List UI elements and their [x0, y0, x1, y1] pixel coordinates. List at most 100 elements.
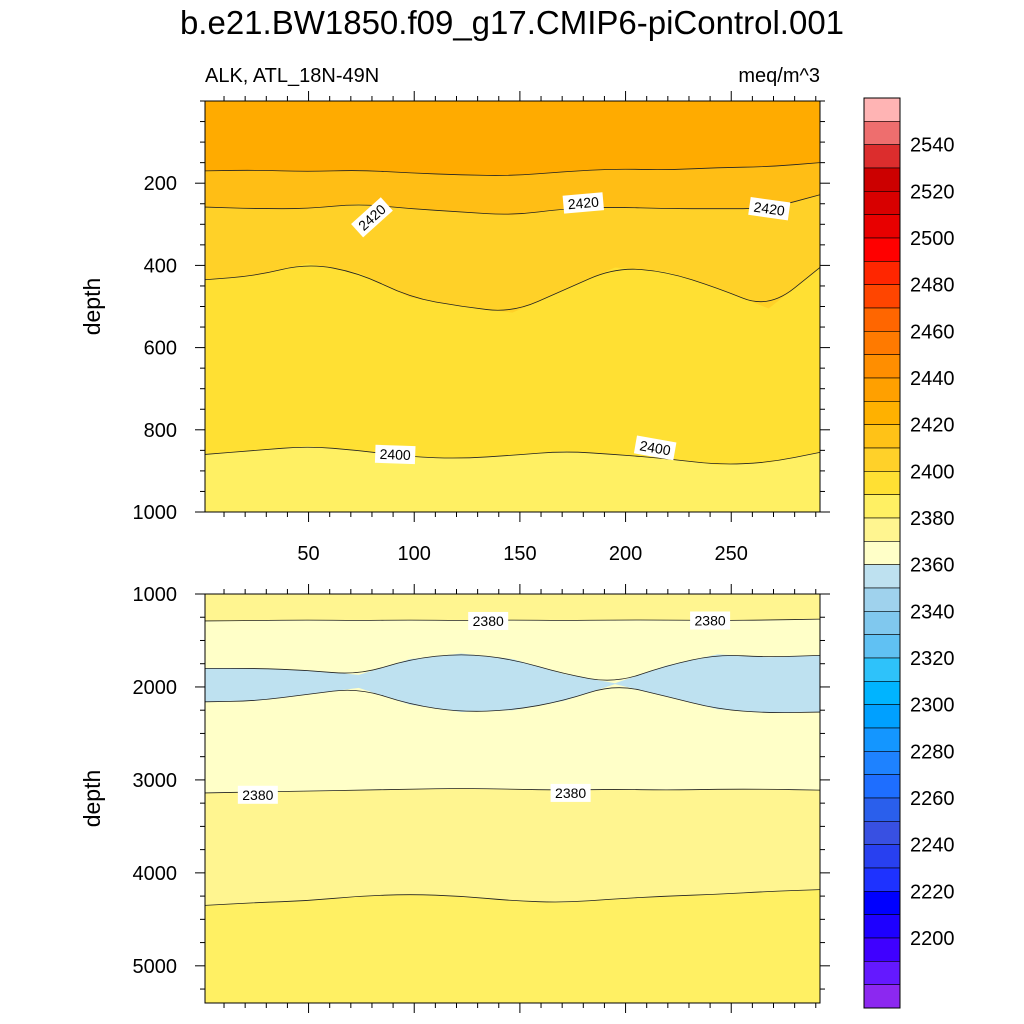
colorbar-swatch [863, 447, 901, 472]
contour-band [205, 446, 820, 512]
contour-label: 2420 [748, 196, 791, 221]
colorbar-label: 2420 [910, 415, 955, 437]
colorbar-swatch [863, 97, 901, 122]
colorbar-label: 2460 [910, 321, 955, 343]
colorbar-label: 2500 [910, 228, 955, 250]
contour-label: 2400 [374, 444, 416, 465]
contour-line [204, 889, 821, 906]
contour-label-text: 2380 [473, 613, 504, 629]
colorbar-swatch [863, 517, 901, 542]
contour-label-text: 2380 [555, 785, 586, 801]
colorbar-swatch [863, 471, 901, 495]
colorbar-swatch [863, 284, 901, 309]
y-tick-label: 600 [144, 338, 177, 360]
lower-panel: 1000 2000 3000 4000 5000 depth 2380 2380 2380 238… [79, 584, 830, 1013]
colorbar-swatch [863, 891, 901, 915]
colorbar-label: 2260 [910, 788, 955, 810]
contour-label-bg [690, 611, 731, 630]
contour-label-text: 2420 [567, 194, 600, 213]
colorbar-swatch [863, 237, 901, 262]
contour-label-text: 2380 [695, 612, 726, 628]
contour-label-bg [633, 435, 677, 461]
colorbar-swatch [863, 261, 901, 285]
y-tick-label: 1000 [133, 502, 178, 524]
contour-label: 2380 [690, 611, 731, 630]
variable-label: ALK, ATL_18N-49N [205, 65, 379, 87]
contour-label: 2420 [562, 192, 605, 214]
colorbar-label: 2480 [910, 275, 955, 297]
colorbar-label: 2200 [910, 928, 955, 950]
colorbar-swatch [863, 121, 901, 145]
colorbar-label: 2380 [910, 508, 955, 530]
contour-line [204, 446, 821, 465]
colorbar-swatch [863, 797, 901, 822]
contour-line [204, 265, 821, 311]
contour-label-text: 2400 [638, 437, 672, 458]
contour-label-text: 2420 [753, 199, 786, 219]
colorbar-swatch [863, 331, 901, 355]
colorbar-swatch [863, 144, 901, 169]
colorbar-swatch [863, 634, 901, 659]
contour-label-bg [550, 783, 591, 802]
colorbar-label: 2360 [910, 555, 955, 577]
colorbar-label: 2220 [910, 881, 955, 903]
y-tick-label: 1000 [133, 584, 178, 606]
colorbar-swatch [863, 564, 901, 589]
colorbar-label: 2400 [910, 461, 955, 483]
colorbar-label: 2320 [910, 648, 955, 670]
contour-line [204, 194, 821, 215]
colorbar-swatch [863, 961, 901, 985]
colorbar-label: 2520 [910, 181, 955, 203]
contour-label-bg [562, 192, 605, 214]
x-tick-label: 100 [398, 543, 431, 565]
contour-line [205, 654, 821, 681]
colorbar-swatch [863, 821, 901, 845]
colorbar-swatch [863, 727, 901, 752]
upper-panel: 50 100 150 200 250 200 400 600 800 1000 depth 2420 2… [79, 91, 830, 565]
colorbar-swatch [863, 541, 901, 565]
colorbar-swatch [863, 867, 901, 892]
y-tick-label: 200 [144, 173, 177, 195]
plot-frame [204, 593, 821, 1004]
colorbar-swatch [863, 937, 901, 962]
colorbar-label: 2240 [910, 835, 955, 857]
contour-label: 2380 [468, 611, 509, 630]
contour-label-bg [237, 785, 278, 804]
y-tick-label: 400 [144, 255, 177, 277]
colorbar-swatch [863, 587, 901, 612]
y-tick-label: 4000 [133, 863, 178, 885]
colorbar-label: 2540 [910, 135, 955, 157]
y-axis-title: depth [79, 770, 105, 828]
colorbar-swatch [863, 354, 901, 379]
x-tick-label: 200 [609, 543, 642, 565]
colorbar-swatch [863, 844, 901, 869]
contour-band [205, 889, 820, 1003]
contour-line [204, 162, 821, 176]
contour-label-text: 2400 [379, 446, 411, 463]
colorbar-label: 2300 [910, 695, 955, 717]
y-tick-label: 3000 [133, 770, 178, 792]
contour-label-bg [468, 611, 509, 630]
colorbar-label: 2280 [910, 741, 955, 763]
colorbar-swatch [863, 424, 901, 449]
colorbar-swatch [863, 611, 901, 635]
colorbar-swatch [863, 704, 901, 729]
colorbar-label: 2440 [910, 368, 955, 390]
colorbar-label: 2340 [910, 601, 955, 623]
colorbar-swatch [863, 401, 901, 425]
y-tick-label: 800 [144, 420, 177, 442]
colorbar-swatch [863, 984, 901, 1009]
colorbar-swatch [863, 751, 901, 775]
contour-line [204, 687, 821, 714]
colorbar: 2540 2520 2500 2480 2460 2440 2420 2400 2380 2360… [863, 97, 955, 1009]
contour-label: 2380 [237, 785, 278, 804]
colorbar-swatch [863, 494, 901, 519]
y-tick-label: 5000 [133, 956, 178, 978]
colorbar-swatch [863, 307, 901, 332]
contour-label: 2420 [351, 197, 393, 238]
colorbar-swatch [863, 657, 901, 682]
colorbar-frame [863, 97, 901, 1009]
units-label: meq/m^3 [738, 65, 820, 87]
colorbar-swatch [863, 774, 901, 799]
